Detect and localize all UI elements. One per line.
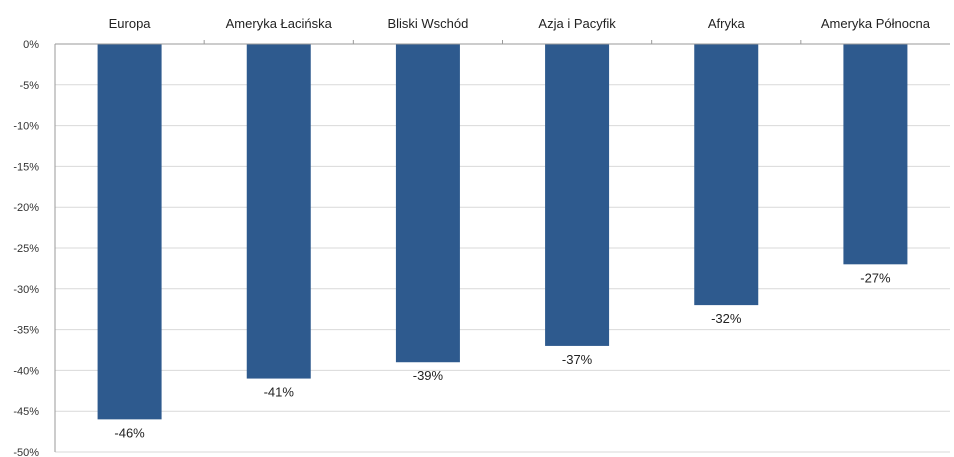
y-tick-label: -50% — [13, 447, 39, 457]
bar — [97, 44, 162, 420]
y-tick-label: -10% — [13, 121, 39, 133]
y-tick-label: -25% — [13, 243, 39, 255]
gridlines — [55, 43, 950, 453]
category-label: Azja i Pacyfik — [538, 16, 616, 31]
category-label: Ameryka Łacińska — [226, 16, 333, 31]
category-label: Afryka — [708, 16, 746, 31]
y-tick-label: -40% — [13, 365, 39, 377]
bar — [246, 44, 311, 379]
data-labels: -46% -41% -39% -37% -32% -27% — [114, 270, 891, 440]
data-label: -39% — [413, 368, 444, 383]
data-label: -32% — [711, 311, 742, 326]
data-label: -27% — [860, 270, 891, 285]
axes — [54, 40, 950, 452]
y-tick-label: -45% — [13, 406, 39, 418]
category-label: Ameryka Północna — [821, 16, 931, 31]
bar — [545, 44, 610, 346]
bar — [694, 44, 759, 306]
category-labels: Europa Ameryka Łacińska Bliski Wschód Azja … — [109, 16, 931, 31]
bar — [395, 44, 460, 363]
y-tick-label: -15% — [13, 161, 39, 173]
data-label: -37% — [562, 352, 593, 367]
category-label: Europa — [109, 16, 152, 31]
data-label: -41% — [264, 385, 295, 400]
y-axis-tick-labels: 0% -5% -10% -15% -20% -25% -30% -35% -40% -45% -50… — [13, 39, 39, 457]
y-tick-label: -5% — [19, 80, 39, 92]
y-tick-label: -30% — [13, 284, 39, 296]
category-label: Bliski Wschód — [387, 16, 468, 31]
data-label: -46% — [114, 425, 145, 440]
bar — [843, 44, 908, 265]
bars — [97, 44, 908, 420]
y-tick-label: -35% — [13, 325, 39, 337]
y-tick-label: -20% — [13, 202, 39, 214]
y-tick-label: 0% — [23, 39, 39, 51]
